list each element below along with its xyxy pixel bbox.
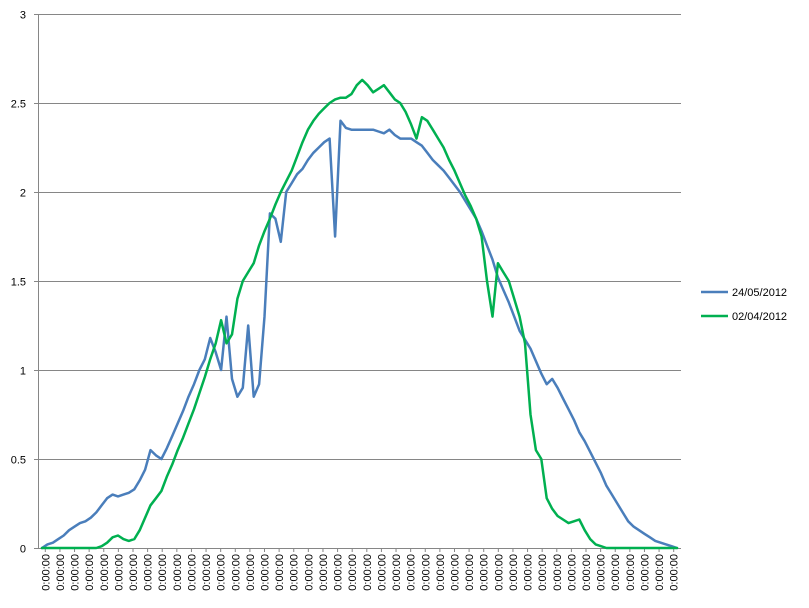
x-tick-label: 0:00:00 xyxy=(318,554,330,591)
y-axis-tick-labels: 0 0.5 1 1.5 2 2.5 3 xyxy=(11,10,26,556)
x-axis-tick-labels: 0:00:00 0:00:00 0:00:00 0:00:00 0:00:00 0:00:… xyxy=(40,554,680,591)
x-tick-label: 0:00:00 xyxy=(201,554,213,591)
x-tick-label: 0:00:00 xyxy=(99,554,111,591)
x-tick-label: 0:00:00 xyxy=(55,554,67,591)
y-tick-label: 0 xyxy=(20,544,26,556)
x-tick-label: 0:00:00 xyxy=(406,554,418,591)
x-tick-label: 0:00:00 xyxy=(669,554,681,591)
x-tick-label: 0:00:00 xyxy=(289,554,301,591)
x-tick-label: 0:00:00 xyxy=(113,554,125,591)
x-tick-label: 0:00:00 xyxy=(347,554,359,591)
x-tick-label: 0:00:00 xyxy=(523,554,535,591)
y-tick-label: 1.5 xyxy=(11,277,26,289)
x-tick-label: 0:00:00 xyxy=(640,554,652,591)
series-line-1 xyxy=(40,119,679,550)
x-tick-label: 0:00:00 xyxy=(128,554,140,591)
x-tick-label: 0:00:00 xyxy=(566,554,578,591)
x-tick-label: 0:00:00 xyxy=(610,554,622,591)
x-tick-label: 0:00:00 xyxy=(274,554,286,591)
x-tick-label: 0:00:00 xyxy=(625,554,637,591)
x-tick-label: 0:00:00 xyxy=(493,554,505,591)
y-tick-label: 2.5 xyxy=(11,99,26,111)
x-tick-label: 0:00:00 xyxy=(172,554,184,591)
x-tick-label: 0:00:00 xyxy=(157,554,169,591)
x-tick-label: 0:00:00 xyxy=(245,554,257,591)
x-tick-label: 0:00:00 xyxy=(508,554,520,591)
legend-label-2: 02/04/2012 xyxy=(732,311,787,323)
x-tick-label: 0:00:00 xyxy=(230,554,242,591)
x-tick-label: 0:00:00 xyxy=(84,554,96,591)
x-tick-label: 0:00:00 xyxy=(450,554,462,591)
y-tick-label: 2 xyxy=(20,188,26,200)
legend: 24/05/2012 02/04/2012 xyxy=(701,287,787,323)
x-tick-label: 0:00:00 xyxy=(479,554,491,591)
x-tick-label: 0:00:00 xyxy=(435,554,447,591)
x-tick-label: 0:00:00 xyxy=(596,554,608,591)
x-tick-label: 0:00:00 xyxy=(420,554,432,591)
x-tick-label: 0:00:00 xyxy=(186,554,198,591)
series-line-2 xyxy=(40,78,679,550)
x-tick-label: 0:00:00 xyxy=(376,554,388,591)
y-tick-label: 1 xyxy=(20,366,26,378)
x-tick-label: 0:00:00 xyxy=(303,554,315,591)
x-tick-label: 0:00:00 xyxy=(552,554,564,591)
x-tick-label: 0:00:00 xyxy=(537,554,549,591)
legend-label-1: 24/05/2012 xyxy=(732,287,787,299)
x-tick-label: 0:00:00 xyxy=(581,554,593,591)
axes xyxy=(34,14,681,552)
x-tick-label: 0:00:00 xyxy=(260,554,272,591)
gridlines xyxy=(38,14,681,460)
x-tick-label: 0:00:00 xyxy=(70,554,82,591)
x-tick-label: 0:00:00 xyxy=(40,554,52,591)
x-tick-label: 0:00:00 xyxy=(391,554,403,591)
y-tick-label: 3 xyxy=(20,10,26,22)
x-tick-label: 0:00:00 xyxy=(216,554,228,591)
x-tick-label: 0:00:00 xyxy=(464,554,476,591)
y-tick-label: 0.5 xyxy=(11,455,26,467)
x-tick-label: 0:00:00 xyxy=(143,554,155,591)
series-lines xyxy=(40,78,679,550)
x-tick-label: 0:00:00 xyxy=(333,554,345,591)
x-tick-label: 0:00:00 xyxy=(654,554,666,591)
x-tick-label: 0:00:00 xyxy=(362,554,374,591)
